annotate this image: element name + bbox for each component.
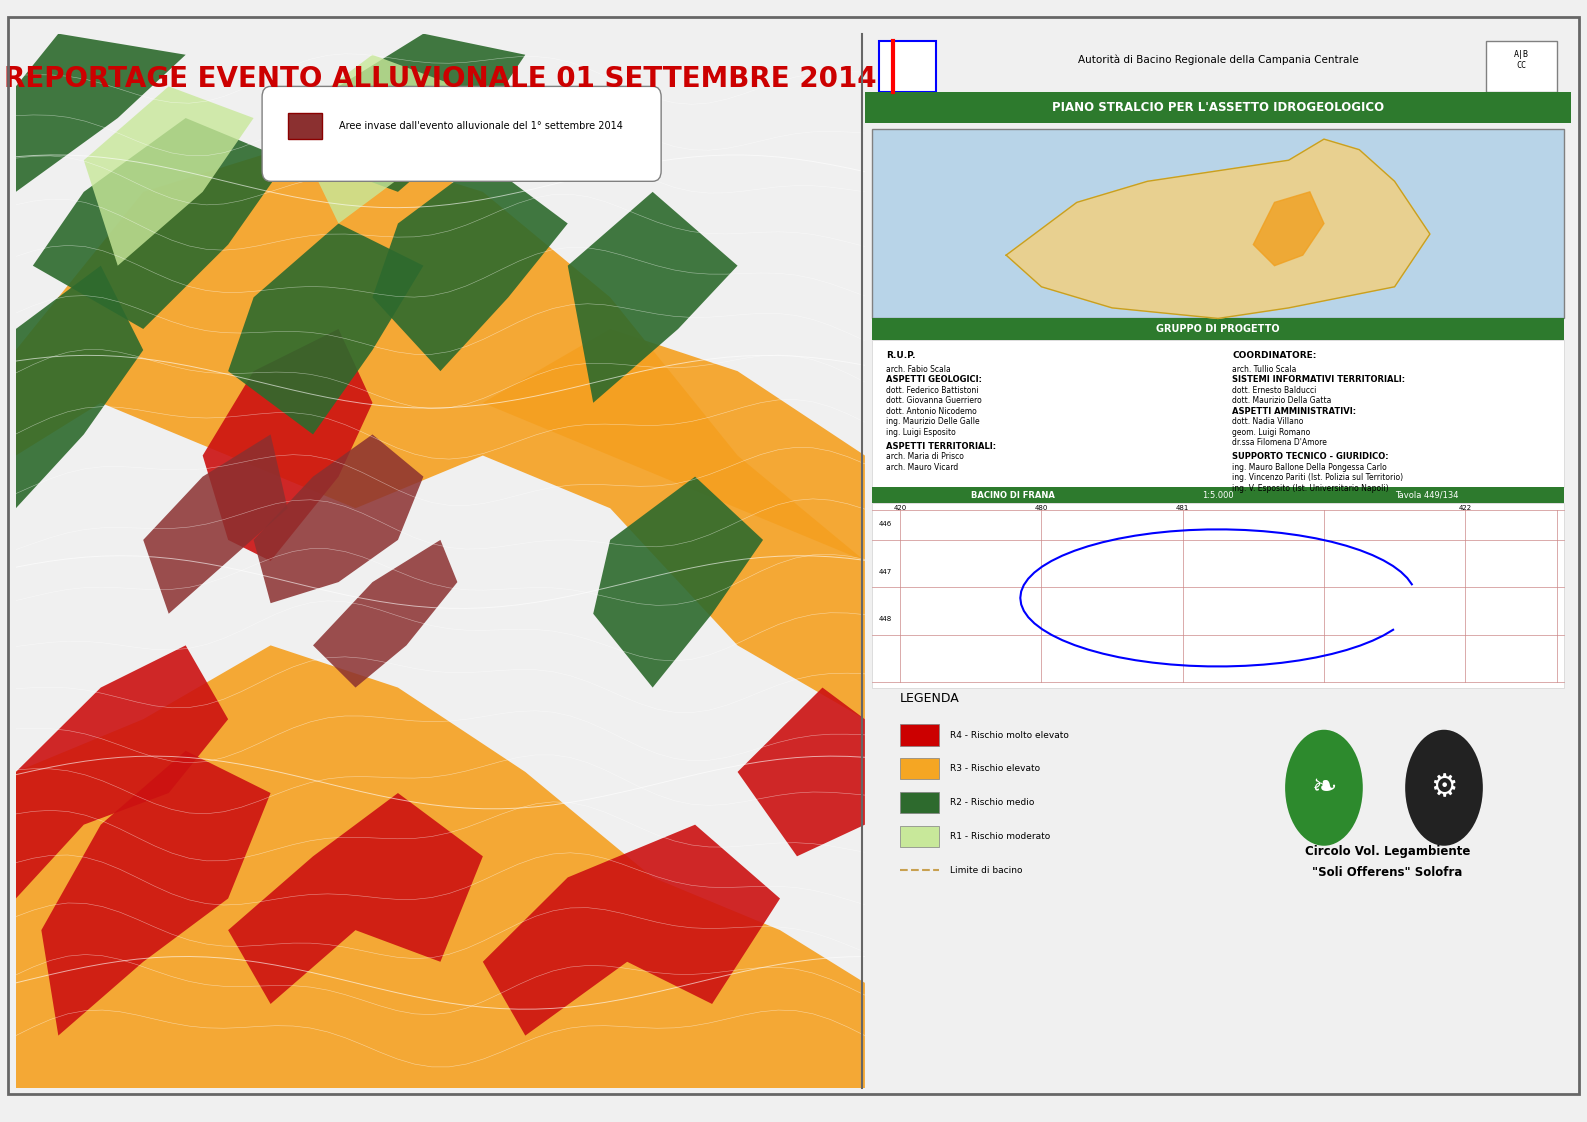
Text: dott. Antonio Nicodemo: dott. Antonio Nicodemo [886,407,978,416]
Text: ing. Luigi Esposito: ing. Luigi Esposito [886,427,955,436]
Polygon shape [143,434,287,614]
Text: 420: 420 [893,505,906,512]
Text: dott. Nadia Villano: dott. Nadia Villano [1232,417,1303,426]
Text: GRUPPO DI PROGETTO: GRUPPO DI PROGETTO [1157,324,1279,334]
Polygon shape [482,329,865,561]
Text: dr.ssa Filomena D'Amore: dr.ssa Filomena D'Amore [1232,439,1327,448]
Bar [871,129,1565,319]
Polygon shape [568,192,738,403]
Polygon shape [313,540,457,688]
Text: 447: 447 [879,569,892,574]
Text: arch. Tullio Scala: arch. Tullio Scala [1232,365,1297,374]
Text: 480: 480 [1035,505,1047,512]
Bar [871,487,1565,503]
Text: ing. Vincenzo Pariti (Ist. Polizia sul Territorio): ing. Vincenzo Pariti (Ist. Polizia sul T… [1232,473,1403,482]
Bar [871,503,1565,688]
Text: arch. Mauro Vicard: arch. Mauro Vicard [886,462,959,471]
Polygon shape [84,86,254,266]
Polygon shape [254,434,424,604]
Text: Autorità di Bacino Regionale della Campania Centrale: Autorità di Bacino Regionale della Campa… [1078,55,1358,65]
Text: BACINO DI FRANA: BACINO DI FRANA [971,490,1055,499]
Circle shape [1404,729,1482,846]
Text: ing. V. Esposito (Ist. Universitario Napoli): ing. V. Esposito (Ist. Universitario Nap… [1232,484,1389,493]
Text: 422: 422 [1458,505,1471,512]
Polygon shape [594,477,763,688]
Text: R4 - Rischio molto elevato: R4 - Rischio molto elevato [949,730,1068,739]
Polygon shape [229,223,424,434]
Polygon shape [738,688,865,856]
Text: dott. Giovanna Guerriero: dott. Giovanna Guerriero [886,396,982,405]
Bar [871,319,1565,340]
Text: COORDINATORE:: COORDINATORE: [1232,351,1317,360]
Circle shape [1285,729,1363,846]
Polygon shape [41,751,270,1036]
Text: geom. Luigi Romano: geom. Luigi Romano [1232,427,1311,436]
Text: ⚙: ⚙ [1430,773,1458,802]
Bar [871,340,1565,487]
Text: dott. Maurizio Della Gatta: dott. Maurizio Della Gatta [1232,396,1331,405]
Text: SISTEMI INFORMATIVI TERRITORIALI:: SISTEMI INFORMATIVI TERRITORIALI: [1232,375,1404,384]
Text: dott. Federico Battistoni: dott. Federico Battistoni [886,386,979,395]
Polygon shape [33,118,287,329]
Text: REPORTAGE EVENTO ALLUVIONALE 01 SETTEMBRE 2014: REPORTAGE EVENTO ALLUVIONALE 01 SETTEMBR… [5,65,876,93]
Text: "Soli Offerens" Solofra: "Soli Offerens" Solofra [1312,866,1463,879]
Text: 446: 446 [879,521,892,527]
Text: ing. Maurizio Delle Galle: ing. Maurizio Delle Galle [886,417,979,426]
Bar [1487,42,1557,92]
Polygon shape [229,793,482,1004]
Text: ing. Mauro Ballone Della Pongessa Carlo: ing. Mauro Ballone Della Pongessa Carlo [1232,462,1387,471]
Polygon shape [1254,192,1324,266]
Text: arch. Fabio Scala: arch. Fabio Scala [886,365,951,374]
FancyBboxPatch shape [262,86,662,182]
Polygon shape [203,329,373,561]
Polygon shape [373,160,568,371]
Bar [900,792,940,813]
Bar [287,113,322,139]
Text: R3 - Rischio elevato: R3 - Rischio elevato [949,764,1039,773]
Polygon shape [287,55,457,223]
Text: 448: 448 [879,616,892,622]
Text: Circolo Vol. Legambiente: Circolo Vol. Legambiente [1305,845,1470,857]
Text: 1:5.000: 1:5.000 [1203,490,1233,499]
Text: R.U.P.: R.U.P. [886,351,916,360]
Bar [879,42,936,92]
Text: Limite di bacino: Limite di bacino [949,865,1022,874]
Text: PIANO STRALCIO PER L'ASSETTO IDROGEOLOGICO: PIANO STRALCIO PER L'ASSETTO IDROGEOLOGI… [1052,101,1384,114]
Text: LEGENDA: LEGENDA [900,691,960,705]
Text: ASPETTI GEOLOGICI:: ASPETTI GEOLOGICI: [886,375,982,384]
Polygon shape [313,34,525,192]
Text: A|B
CC: A|B CC [1514,50,1530,70]
Polygon shape [16,645,229,899]
Polygon shape [16,266,143,508]
Text: ❧: ❧ [1311,773,1336,802]
Bar [865,92,1571,123]
Text: ASPETTI AMMINISTRATIVI:: ASPETTI AMMINISTRATIVI: [1232,407,1357,416]
Text: Aree invase dall'evento alluvionale del 1° settembre 2014: Aree invase dall'evento alluvionale del … [338,121,622,131]
Text: SUPPORTO TECNICO - GIURIDICO:: SUPPORTO TECNICO - GIURIDICO: [1232,452,1389,461]
Polygon shape [16,139,865,719]
Bar [900,826,940,847]
Polygon shape [16,34,186,192]
Polygon shape [16,645,865,1088]
Text: 481: 481 [1176,505,1189,512]
Text: R2 - Rischio medio: R2 - Rischio medio [949,798,1035,807]
Polygon shape [482,825,781,1036]
Text: ASPETTI TERRITORIALI:: ASPETTI TERRITORIALI: [886,442,997,451]
Bar [900,725,940,746]
Text: arch. Maria di Prisco: arch. Maria di Prisco [886,452,963,461]
Text: R1 - Rischio moderato: R1 - Rischio moderato [949,831,1051,840]
Polygon shape [1006,139,1430,319]
Text: Tavola 449/134: Tavola 449/134 [1395,490,1458,499]
Text: dott. Ernesto Balducci: dott. Ernesto Balducci [1232,386,1317,395]
Bar [900,758,940,780]
